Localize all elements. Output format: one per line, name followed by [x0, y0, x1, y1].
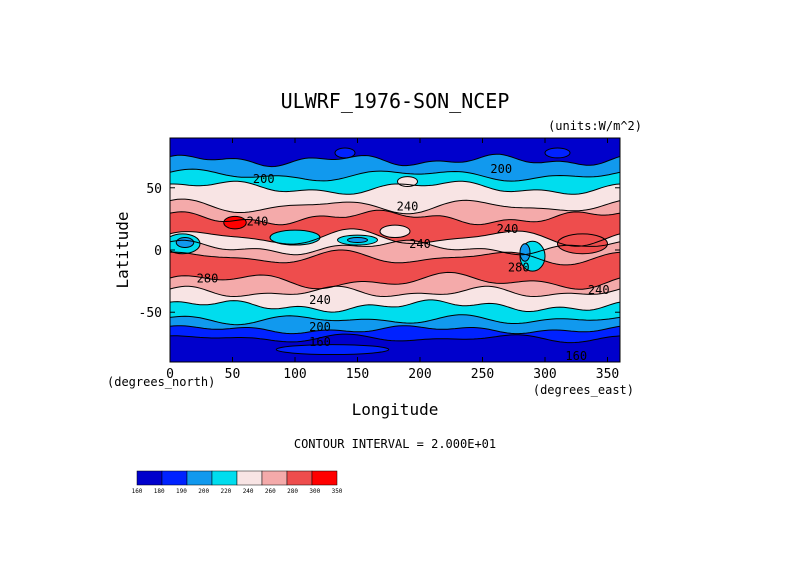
contour-band	[170, 325, 620, 343]
x-tick-label: 0	[166, 367, 174, 382]
contour-value-label: 200	[253, 172, 275, 186]
contour-band	[170, 169, 620, 195]
x-axis: 0 50 100 150 200 250 300 350	[166, 138, 619, 382]
colorbar-level-label: 280	[287, 488, 298, 495]
colorbar-level-label: 300	[309, 488, 320, 495]
x-tick-label: 300	[533, 367, 556, 382]
colorbar-level-label: 160	[132, 488, 143, 495]
x-tick-label: 100	[283, 367, 306, 382]
contour-band	[170, 250, 620, 290]
x-axis-label: Longitude	[352, 400, 439, 419]
contour-blob	[519, 243, 531, 262]
contour-line	[170, 168, 620, 182]
contour-band	[170, 299, 620, 325]
colorbar-level-label: 220	[220, 488, 231, 495]
contour-value-label: 240	[497, 222, 519, 236]
contour-band	[170, 240, 620, 265]
colorbar-level-label: 260	[265, 488, 276, 495]
y-axis-label: Latitude	[113, 211, 132, 288]
contour-value-label: 240	[409, 237, 431, 251]
contour-blob	[557, 233, 608, 255]
contour-blob	[347, 237, 368, 244]
contour-line	[170, 333, 620, 344]
contour-line	[170, 209, 620, 226]
contour-value-label: 200	[490, 162, 512, 176]
colorbar-level-label: 350	[332, 488, 343, 495]
contour-value-label: 280	[508, 260, 530, 274]
contour-line	[170, 299, 620, 313]
x-tick-label: 150	[346, 367, 369, 382]
contour-blob	[175, 237, 195, 249]
contour-blob	[223, 215, 247, 230]
contour-value-label: 280	[197, 272, 219, 286]
contour-lines	[170, 153, 620, 344]
y-axis: -50 0 50	[139, 182, 620, 321]
colorbar-swatch	[211, 470, 238, 486]
contour-blob	[334, 147, 356, 159]
colorbar-level-label: 180	[154, 488, 165, 495]
contour-band	[170, 154, 620, 182]
contour-value-label: 240	[247, 214, 269, 228]
x-tick-label: 200	[408, 367, 431, 382]
contour-line	[170, 271, 620, 290]
y-tick-label: 50	[146, 182, 162, 197]
contour-blob	[379, 224, 411, 239]
contour-value-label: 160	[565, 349, 587, 363]
colorbar: 160 180 190 200 220 240 260 280 300 350	[132, 470, 343, 495]
colorbar-swatch	[186, 470, 213, 486]
colorbar-swatch	[161, 470, 188, 486]
y-tick-label: 0	[154, 244, 162, 259]
contour-interval-label: CONTOUR INTERVAL = 2.000E+01	[294, 437, 496, 451]
plot-area	[170, 138, 620, 362]
contour-line	[170, 239, 620, 256]
colorbar-swatch	[236, 470, 263, 486]
colorbar-level-label: 240	[243, 488, 254, 495]
contour-blob	[544, 147, 571, 159]
contour-value-label: 200	[309, 320, 331, 334]
contour-line	[170, 249, 620, 266]
units-label: (units:W/m^2)	[548, 119, 642, 133]
contour-line	[170, 325, 620, 335]
contour-band	[170, 138, 620, 167]
contour-value-label: 240	[397, 199, 419, 213]
colorbar-swatch	[286, 470, 313, 486]
colorbar-swatch	[136, 470, 163, 486]
y-tick-label: -50	[139, 306, 162, 321]
chart-title: ULWRF_1976-SON_NCEP	[281, 89, 510, 113]
colorbar-swatch	[261, 470, 288, 486]
x-units-label: (degrees_east)	[533, 383, 634, 397]
contour-band	[170, 314, 620, 334]
x-tick-label: 250	[471, 367, 494, 382]
x-tick-label: 350	[596, 367, 619, 382]
contour-line	[170, 153, 620, 168]
contour-line	[170, 314, 620, 326]
contour-band	[170, 286, 620, 313]
contour-band	[170, 199, 620, 225]
contour-value-label: 240	[309, 293, 331, 307]
colorbar-level-label: 190	[176, 488, 187, 495]
contour-line	[170, 180, 620, 195]
contour-value-label: 160	[309, 335, 331, 349]
x-tick-label: 50	[225, 367, 241, 382]
contour-line	[170, 198, 620, 215]
y-units-label: (degrees_north)	[107, 375, 215, 389]
colorbar-swatch	[311, 470, 338, 486]
colorbar-level-label: 200	[198, 488, 209, 495]
contour-line	[170, 285, 620, 298]
contour-value-label: 240	[588, 283, 610, 297]
contour-blob	[275, 344, 390, 356]
contour-band	[170, 334, 620, 362]
